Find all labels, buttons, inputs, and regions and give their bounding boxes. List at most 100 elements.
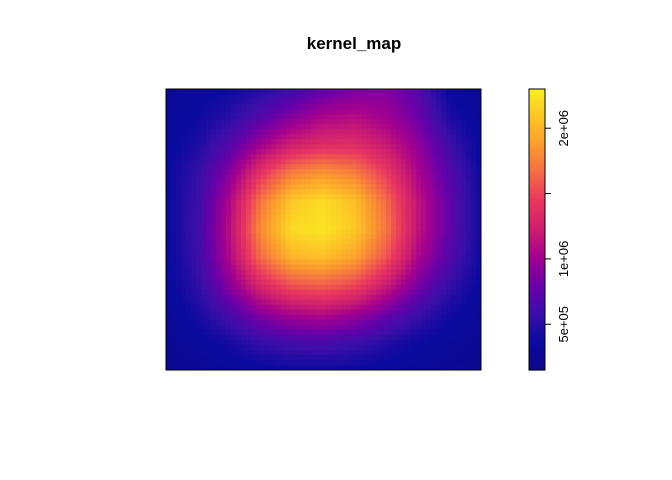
heatmap-cell: [286, 194, 292, 200]
heatmap-cell: [356, 259, 362, 266]
heatmap-cell: [276, 179, 282, 185]
heatmap-cell: [186, 274, 192, 281]
heatmap-cell: [391, 179, 397, 185]
heatmap-cell: [216, 204, 222, 211]
heatmap-cell: [431, 129, 437, 135]
heatmap-cell: [346, 299, 352, 306]
heatmap-cell: [251, 229, 257, 236]
heatmap-cell: [361, 154, 367, 160]
heatmap-cell: [436, 194, 442, 200]
heatmap-cell: [411, 319, 417, 326]
heatmap-cell: [271, 159, 277, 165]
heatmap-cell: [206, 279, 212, 286]
heatmap-cell: [171, 334, 177, 341]
heatmap-cell: [406, 119, 412, 125]
heatmap-cell: [166, 94, 172, 100]
heatmap-cell: [196, 89, 202, 95]
heatmap-cell: [476, 269, 481, 276]
heatmap-cell: [461, 309, 467, 316]
heatmap-cell: [166, 174, 172, 180]
heatmap-cell: [426, 239, 432, 246]
heatmap-cell: [241, 294, 247, 301]
heatmap-cell: [171, 304, 177, 311]
heatmap-cell: [331, 109, 337, 115]
heatmap-cell: [336, 234, 342, 241]
heatmap-cell: [356, 359, 362, 366]
heatmap-cell: [451, 189, 457, 195]
heatmap-cell: [391, 269, 397, 276]
heatmap-cell: [441, 119, 447, 125]
heatmap-cell: [296, 124, 302, 130]
heatmap-cell: [171, 224, 177, 231]
heatmap-cell: [286, 94, 292, 100]
heatmap-cell: [311, 344, 317, 351]
heatmap-cell: [321, 299, 327, 306]
colorbar-segment: [529, 95, 545, 98]
heatmap-cell: [356, 294, 362, 301]
heatmap-cell: [331, 219, 337, 226]
heatmap-cell: [386, 129, 392, 135]
heatmap-cell: [306, 209, 312, 216]
heatmap-cell: [281, 189, 287, 195]
heatmap-cell: [261, 359, 267, 366]
heatmap-cell: [341, 314, 347, 321]
heatmap-cell: [296, 324, 302, 331]
heatmap-cell: [176, 169, 182, 175]
heatmap-cell: [461, 314, 467, 321]
heatmap-cell: [336, 199, 342, 206]
heatmap-cell: [216, 259, 222, 266]
heatmap-cell: [206, 349, 212, 356]
heatmap-cell: [306, 284, 312, 291]
heatmap-cell: [426, 109, 432, 115]
heatmap-cell: [346, 194, 352, 200]
heatmap-cell: [446, 244, 452, 251]
heatmap-cell: [281, 319, 287, 326]
heatmap-cell: [386, 139, 392, 145]
colorbar-segment: [529, 347, 545, 351]
heatmap-cell: [401, 149, 407, 155]
heatmap-cell: [211, 279, 217, 286]
heatmap-cell: [406, 104, 412, 110]
heatmap-cell: [466, 324, 472, 331]
heatmap-cell: [366, 209, 372, 216]
heatmap-cell: [401, 314, 407, 321]
heatmap-cell: [246, 264, 252, 271]
heatmap-cell: [241, 354, 247, 361]
heatmap-cell: [316, 284, 322, 291]
heatmap-cell: [286, 284, 292, 291]
heatmap-cell: [306, 239, 312, 246]
heatmap-cell: [296, 119, 302, 125]
heatmap-cell: [331, 289, 337, 296]
heatmap-cell: [341, 124, 347, 130]
heatmap-cell: [456, 229, 462, 236]
heatmap-cell: [181, 309, 187, 316]
heatmap-cell: [171, 359, 177, 366]
heatmap-cell: [456, 324, 462, 331]
heatmap-cell: [256, 309, 262, 316]
heatmap-cell: [221, 264, 227, 271]
heatmap-cell: [166, 344, 172, 351]
heatmap-cell: [391, 329, 397, 336]
heatmap-cell: [301, 299, 307, 306]
heatmap-cell: [341, 194, 347, 200]
heatmap-cell: [321, 234, 327, 241]
heatmap-cell: [471, 209, 477, 216]
heatmap-cell: [256, 239, 262, 246]
heatmap-cell: [306, 139, 312, 145]
heatmap-cell: [356, 344, 362, 351]
heatmap-cell: [381, 234, 387, 241]
heatmap-cell: [391, 254, 397, 261]
heatmap-cell: [441, 139, 447, 145]
heatmap-cell: [231, 219, 237, 226]
heatmap-cell: [241, 174, 247, 180]
heatmap-cell: [371, 209, 377, 216]
heatmap-cell: [196, 234, 202, 241]
heatmap-cell: [306, 334, 312, 341]
heatmap-cell: [211, 264, 217, 271]
heatmap-cell: [266, 179, 272, 185]
heatmap-cell: [371, 159, 377, 165]
heatmap-cell: [246, 364, 252, 370]
heatmap-cell: [206, 309, 212, 316]
heatmap-cell: [451, 299, 457, 306]
heatmap-cell: [431, 179, 437, 185]
